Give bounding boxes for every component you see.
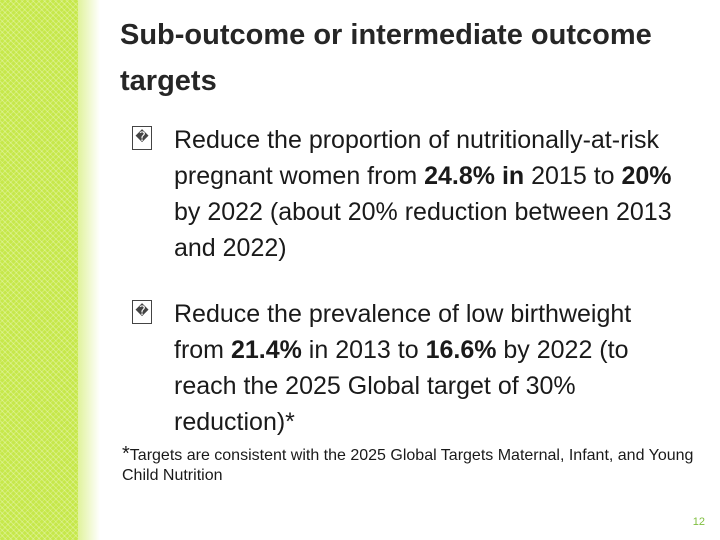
bullet-text: Reduce the proportion of nutritionally-a… — [174, 122, 674, 266]
bullet-text: Reduce the prevalence of low birthweight… — [174, 296, 674, 440]
footnote-text: Targets are consistent with the 2025 Glo… — [122, 447, 694, 484]
bullet-text-emphasis: 16.6% — [425, 336, 497, 364]
bullet-text-emphasis: 21.4% — [230, 336, 302, 364]
bullet-text-part: by 2022 (about 20% reduction between 201… — [174, 198, 672, 262]
footnote: *Targets are consistent with the 2025 Gl… — [122, 444, 702, 486]
bullet-text-part: by 2022 (to reach the 2025 Global target… — [174, 336, 629, 436]
bullet-marker-icon: � — [132, 300, 152, 324]
bullet-text-emphasis: 24.8% in — [424, 162, 525, 190]
bullet-text-part: 2015 to — [524, 162, 622, 190]
bullet-text-part: Reduce the proportion of nutritionally-a… — [174, 126, 659, 190]
footnote-star: * — [122, 443, 130, 465]
slide-title: Sub-outcome or intermediate outcome targ… — [120, 19, 652, 97]
bullet-text-part: Reduce the prevalence of low birthweight… — [174, 300, 632, 364]
bullet-text-part: in 2013 to — [301, 336, 426, 364]
bullet-text-emphasis: 20% — [621, 162, 672, 190]
page-number: 12 — [692, 516, 705, 528]
decorative-side-band — [0, 0, 100, 540]
bullet-marker-icon: � — [132, 126, 152, 150]
